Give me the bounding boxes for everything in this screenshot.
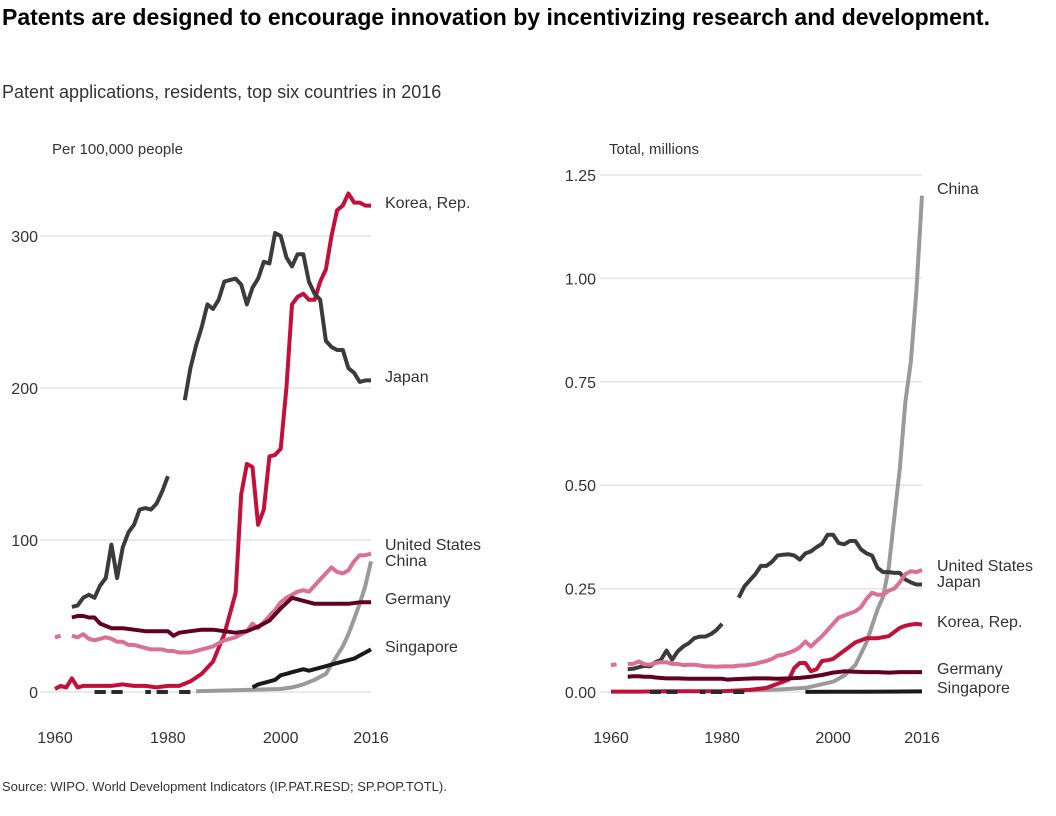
series-end-label: Singapore <box>385 639 458 656</box>
series-line-japan <box>72 233 371 607</box>
y-tick-label: 0.00 <box>565 685 596 702</box>
x-tick-label: 1980 <box>150 730 186 747</box>
x-tick-label: 1980 <box>704 730 740 747</box>
series-end-label: Germany <box>937 661 1003 678</box>
series-line-japan <box>628 535 922 670</box>
right-chart-total: 0.00 0.25 0.50 0.75 1.00 1.25 Total, millions 1… <box>565 141 1033 747</box>
y-tick-label: 0 <box>29 685 38 702</box>
x-tick-label: 1960 <box>37 730 73 747</box>
y-tick-label: 0.75 <box>565 375 596 392</box>
series-line-korea-rep <box>611 624 922 692</box>
x-tick-label: 2000 <box>815 730 851 747</box>
series-line-korea-rep <box>55 193 371 689</box>
series-end-label: China <box>385 553 427 570</box>
series-line-singapore <box>805 691 922 692</box>
x-tick-label: 1960 <box>593 730 629 747</box>
series-line-china <box>750 196 922 691</box>
series-end-label: Singapore <box>937 680 1010 697</box>
y-tick-label: 1.25 <box>565 168 596 185</box>
y-tick-label: 200 <box>11 381 38 398</box>
series-line-germany <box>72 598 371 636</box>
left-chart-per-capita: 0 100 200 300 Per 100,000 people 1960 1980 2000… <box>11 141 481 747</box>
y-axis-label: Per 100,000 people <box>52 141 183 158</box>
series-end-label: United States <box>385 537 481 554</box>
y-tick-label: 0.50 <box>565 478 596 495</box>
y-axis-label: Total, millions <box>609 141 699 158</box>
y-tick-label: 300 <box>11 229 38 246</box>
series-end-label: United States <box>937 558 1033 575</box>
series-end-label: Korea, Rep. <box>385 195 470 212</box>
y-tick-label: 1.00 <box>565 271 596 288</box>
x-tick-label: 2000 <box>263 730 299 747</box>
series-end-label: Japan <box>385 369 429 386</box>
series-end-label: China <box>937 181 979 198</box>
y-tick-label: 100 <box>11 533 38 550</box>
y-tick-label: 0.25 <box>565 582 596 599</box>
series-line-germany <box>628 671 922 679</box>
series-line-china <box>196 561 371 691</box>
x-tick-label: 2016 <box>904 730 940 747</box>
x-tick-label: 2016 <box>353 730 389 747</box>
series-end-label: Korea, Rep. <box>937 614 1022 631</box>
series-end-label: Japan <box>937 574 981 591</box>
series-end-label: Germany <box>385 591 451 608</box>
